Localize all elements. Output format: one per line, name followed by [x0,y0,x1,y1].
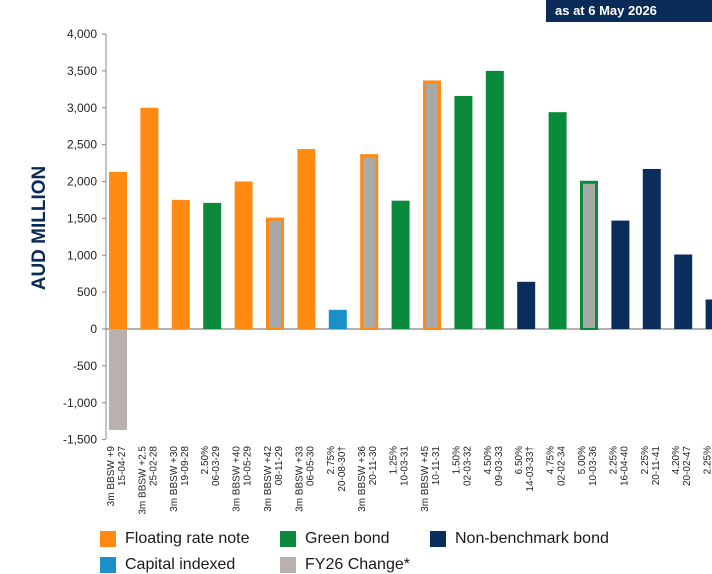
y-tick-label: 1,500 [67,211,97,225]
x-tick-label: 3m BBSW +45 [420,446,431,512]
bar [454,95,473,329]
x-tick-label: 06-03-29 [211,446,222,486]
x-tick-label: 20-02-47 [682,446,693,486]
x-tick-label: 3m BBSW +9 [106,446,117,507]
bar [203,202,222,329]
y-tick-label: 0 [90,322,97,336]
x-tick-label: 4.75% [546,446,557,474]
y-tick-label: -500 [73,359,97,373]
y-tick-label: 3,500 [67,64,97,78]
x-tick-label: 02-03-32 [462,446,473,486]
x-tick-label: 3m BBSW +2.5 [137,446,148,515]
y-tick-label: 3,000 [67,101,97,115]
y-axis: 4,000 3,500 3,000 2,500 2,000 1,500 1,000 500 0 -… [63,27,712,447]
x-tick-label: 2.25% [703,446,712,474]
bar [328,309,347,329]
x-tick-label: 02-02-34 [557,446,568,486]
bar [140,107,159,329]
y-tick-label: 4,000 [67,27,97,41]
x-tick-label: 3m BBSW +30 [169,446,180,512]
x-tick-label: 3m BBSW +42 [263,446,274,512]
bar [391,200,410,329]
x-tick-label: 1.50% [451,446,462,474]
x-tick-label: 10-03-31 [400,446,411,486]
bar-base [266,328,284,330]
bar-base [360,328,379,330]
y-tick-label: 2,000 [67,175,97,189]
x-tick-label: 19-09-28 [180,446,191,486]
y-tick-label: 2,500 [67,138,97,152]
x-tick-label: 15-04-27 [117,446,128,486]
fy26-change-bar [109,329,127,431]
x-tick-label: 2.50% [200,446,211,474]
bar [171,199,190,329]
x-tick-label: 3m BBSW +36 [357,446,368,512]
x-tick-label: 2.75% [326,446,337,474]
bar-base [423,328,441,330]
as-at-date-badge: as at 6 May 2026 [546,0,712,22]
y-tick-label: 500 [77,285,97,299]
x-axis-labels: 3m BBSW +9 15-04-27 3m BBSW +2.5 25-02-28 3m… [106,446,712,515]
x-tick-label: 4.20% [671,446,682,474]
bar [642,168,661,329]
x-tick-label: 4.50% [483,446,494,474]
x-tick-label: 5.00% [577,446,588,474]
x-tick-label: 10-11-31 [431,446,442,486]
fy26-change-bar [583,183,595,329]
bars [109,70,712,431]
bar-base [580,328,598,330]
fy26-change-bar [363,157,376,329]
x-tick-label: 16-04-40 [619,446,630,486]
bar [297,149,316,329]
x-tick-label: 06-05-30 [305,446,316,486]
y-tick-label: 1,000 [67,248,97,262]
x-tick-label: 14-03-33† [525,446,536,492]
fy26-change-bar [426,83,438,330]
x-tick-label: 20-11-30 [368,446,379,486]
bar [548,112,567,329]
x-tick-label: 6.50% [514,446,525,474]
x-tick-label: 10-05-29 [243,446,254,486]
bar [611,220,630,329]
x-tick-label: 1.25% [389,446,400,474]
x-tick-label: 3m BBSW +40 [232,446,243,512]
x-tick-label: 08-11-29 [274,446,285,486]
y-tick-label: -1,000 [63,396,97,410]
x-tick-label: 25-02-28 [148,446,159,486]
x-tick-label: 09-03-33 [494,446,505,486]
x-tick-label: 10-03-36 [588,446,599,486]
x-tick-label: 20-11-41 [651,446,662,486]
x-tick-label: 2.25% [608,446,619,474]
bar [234,181,253,329]
bar [705,299,712,329]
x-tick-label: 3m BBSW +33 [294,446,305,512]
y-tick-label: -1,500 [63,433,97,447]
bar [674,254,693,329]
bar [517,281,536,329]
bar [485,70,504,329]
bar [109,171,127,329]
x-tick-label: 20-08-30† [337,446,348,492]
y-axis-title: AUD MILLION [29,166,50,291]
fy26-change-bar [269,220,281,329]
x-tick-label: 2.25% [640,446,651,474]
